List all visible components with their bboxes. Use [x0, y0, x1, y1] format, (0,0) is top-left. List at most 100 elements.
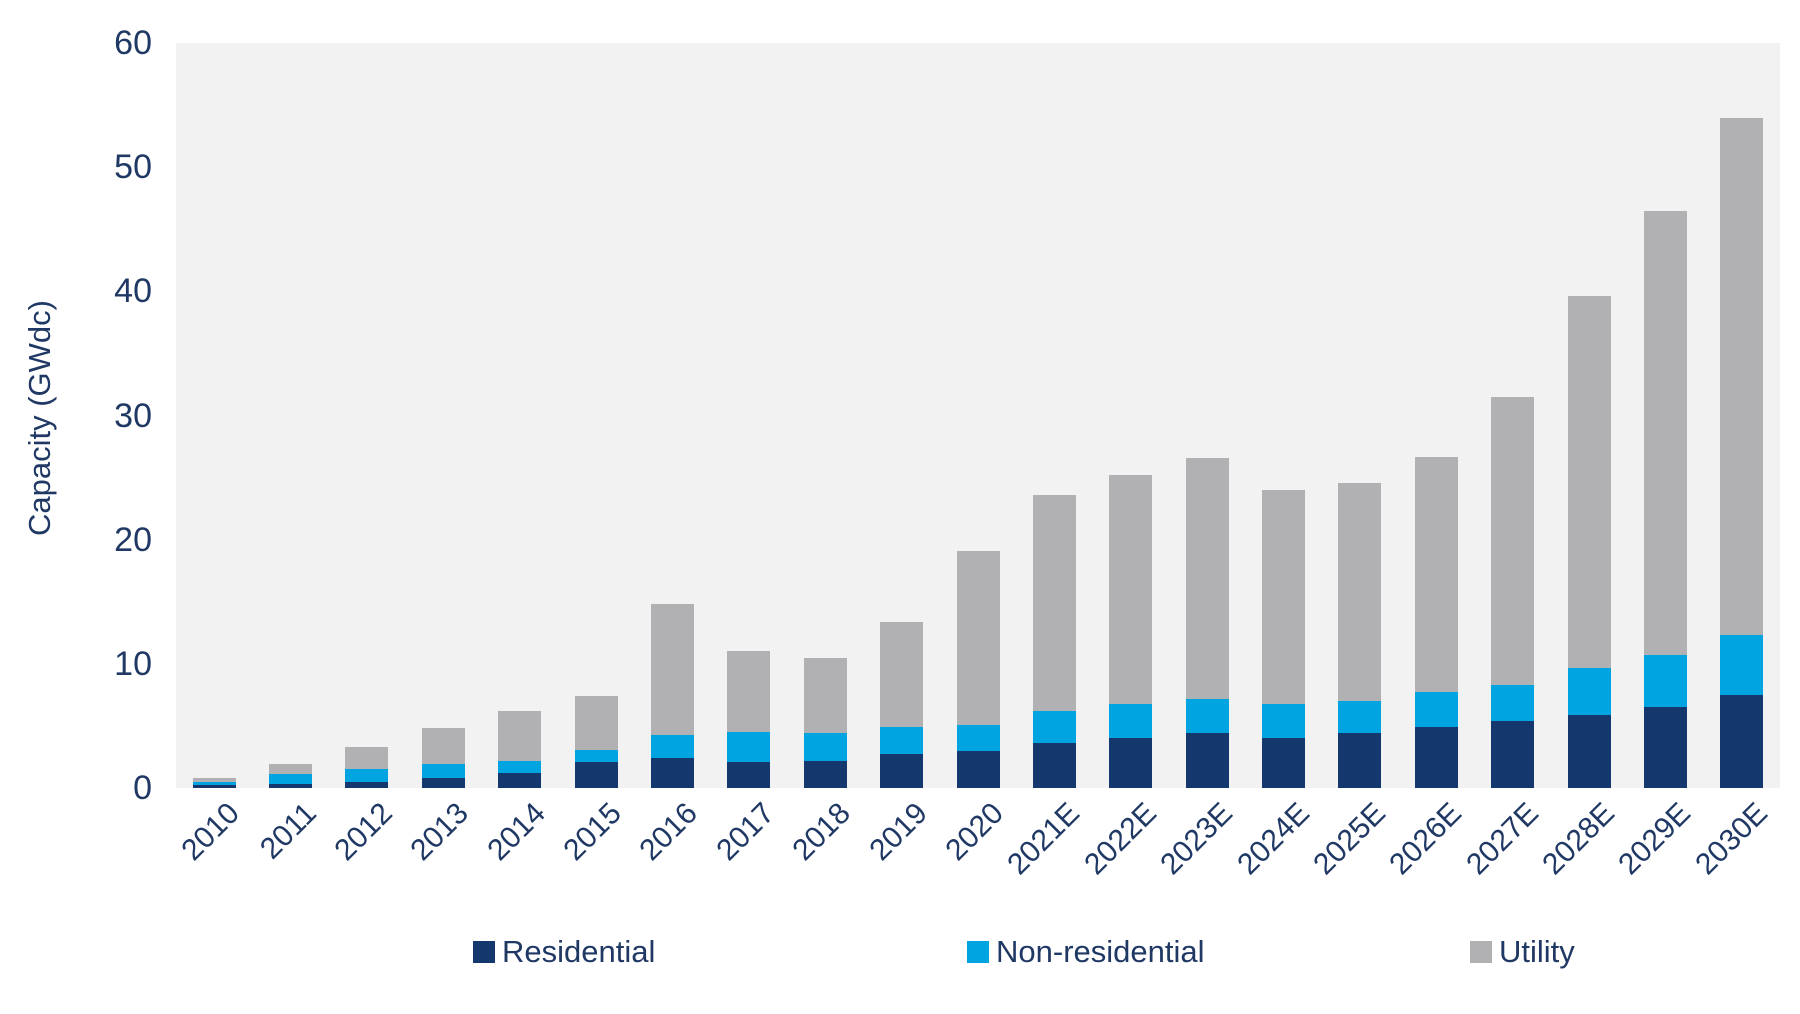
- segment-utility-2014: [498, 711, 542, 761]
- bar-2013: [421, 728, 465, 788]
- segment-non-residential-2027E: [1491, 684, 1535, 721]
- bar-2020: [956, 550, 1000, 788]
- segment-utility-2030E: [1720, 117, 1764, 636]
- y-tick-label-20: 20: [114, 520, 152, 559]
- segment-utility-2023E: [1185, 457, 1229, 699]
- y-tick-label-10: 10: [114, 644, 152, 683]
- segment-residential-2027E: [1491, 720, 1535, 788]
- bar-2023E: [1185, 457, 1229, 788]
- bar-2024E: [1262, 490, 1306, 788]
- y-tick-label-30: 30: [114, 396, 152, 435]
- y-tick-label-60: 60: [114, 24, 152, 62]
- legend-item-non-residential: Non-residential: [967, 936, 1205, 967]
- segment-utility-2019: [880, 621, 924, 728]
- bar-2017: [727, 651, 771, 788]
- segment-utility-2025E: [1338, 482, 1382, 702]
- segment-residential-2020: [956, 750, 1000, 788]
- segment-residential-2013: [421, 778, 465, 788]
- segment-non-residential-2026E: [1414, 692, 1458, 728]
- legend-swatch-utility: [1470, 940, 1492, 963]
- bar-2011: [269, 764, 313, 788]
- segment-residential-2024E: [1262, 738, 1306, 788]
- y-tick-label-0: 0: [133, 769, 152, 807]
- segment-non-residential-2013: [421, 764, 465, 779]
- segment-non-residential-2016: [650, 734, 694, 759]
- bar-2025E: [1338, 482, 1382, 788]
- plot-area: [176, 43, 1780, 788]
- bar-2027E: [1491, 396, 1535, 788]
- segment-residential-2014: [498, 773, 542, 788]
- segment-utility-2015: [574, 696, 618, 750]
- segment-utility-2013: [421, 728, 465, 765]
- bar-2021E: [1032, 494, 1076, 788]
- bar-2022E: [1109, 475, 1153, 788]
- segment-residential-2019: [880, 754, 924, 788]
- legend-item-residential: Residential: [473, 936, 655, 967]
- segment-utility-2029E: [1643, 210, 1687, 656]
- segment-utility-2024E: [1262, 490, 1306, 704]
- segment-non-residential-2017: [727, 732, 771, 762]
- segment-non-residential-2029E: [1643, 655, 1687, 708]
- segment-utility-2027E: [1491, 396, 1535, 685]
- segment-non-residential-2019: [880, 727, 924, 755]
- segment-utility-2021E: [1032, 494, 1076, 712]
- bar-2018: [803, 657, 847, 788]
- segment-residential-2030E: [1720, 694, 1764, 788]
- segment-residential-2022E: [1109, 738, 1153, 788]
- segment-utility-2028E: [1567, 296, 1611, 668]
- segment-utility-2016: [650, 604, 694, 735]
- segment-residential-2025E: [1338, 733, 1382, 788]
- segment-residential-2018: [803, 760, 847, 788]
- bar-2010: [192, 778, 236, 788]
- segment-utility-2026E: [1414, 456, 1458, 693]
- segment-non-residential-2024E: [1262, 703, 1306, 739]
- segment-utility-2018: [803, 657, 847, 734]
- segment-non-residential-2010: [192, 781, 236, 785]
- segment-residential-2023E: [1185, 733, 1229, 788]
- segment-non-residential-2025E: [1338, 701, 1382, 734]
- y-tick-label-40: 40: [114, 272, 152, 311]
- segment-non-residential-2023E: [1185, 698, 1229, 734]
- y-tick-label-50: 50: [114, 148, 152, 187]
- segment-non-residential-2012: [345, 769, 389, 782]
- bar-2012: [345, 747, 389, 788]
- segment-non-residential-2021E: [1032, 711, 1076, 744]
- segment-residential-2016: [650, 758, 694, 788]
- legend-swatch-residential: [473, 940, 495, 963]
- segment-residential-2029E: [1643, 707, 1687, 788]
- legend-label-utility: Utility: [1499, 934, 1575, 969]
- segment-non-residential-2020: [956, 724, 1000, 751]
- segment-non-residential-2028E: [1567, 667, 1611, 715]
- legend-item-utility: Utility: [1470, 936, 1575, 967]
- segment-residential-2010: [192, 784, 236, 788]
- segment-residential-2028E: [1567, 714, 1611, 788]
- bar-2029E: [1643, 210, 1687, 788]
- bar-2015: [574, 696, 618, 788]
- bar-2016: [650, 604, 694, 788]
- segment-utility-2022E: [1109, 475, 1153, 704]
- bar-2030E: [1720, 117, 1764, 788]
- segment-residential-2012: [345, 781, 389, 788]
- segment-utility-2011: [269, 764, 313, 775]
- segment-utility-2010: [192, 778, 236, 782]
- segment-non-residential-2011: [269, 774, 313, 785]
- segment-utility-2020: [956, 550, 1000, 725]
- bar-2028E: [1567, 296, 1611, 788]
- segment-non-residential-2022E: [1109, 703, 1153, 739]
- segment-non-residential-2018: [803, 733, 847, 761]
- legend-label-residential: Residential: [502, 934, 656, 969]
- segment-residential-2017: [727, 761, 771, 788]
- bar-2019: [880, 621, 924, 788]
- segment-non-residential-2015: [574, 749, 618, 762]
- segment-utility-2012: [345, 747, 389, 770]
- legend-swatch-non-residential: [967, 940, 989, 963]
- bar-2014: [498, 711, 542, 788]
- segment-utility-2017: [727, 651, 771, 733]
- segment-non-residential-2014: [498, 760, 542, 774]
- segment-residential-2011: [269, 784, 313, 788]
- segment-residential-2015: [574, 761, 618, 788]
- bar-2026E: [1414, 456, 1458, 788]
- segment-residential-2026E: [1414, 727, 1458, 788]
- legend-label-non-residential: Non-residential: [996, 934, 1205, 969]
